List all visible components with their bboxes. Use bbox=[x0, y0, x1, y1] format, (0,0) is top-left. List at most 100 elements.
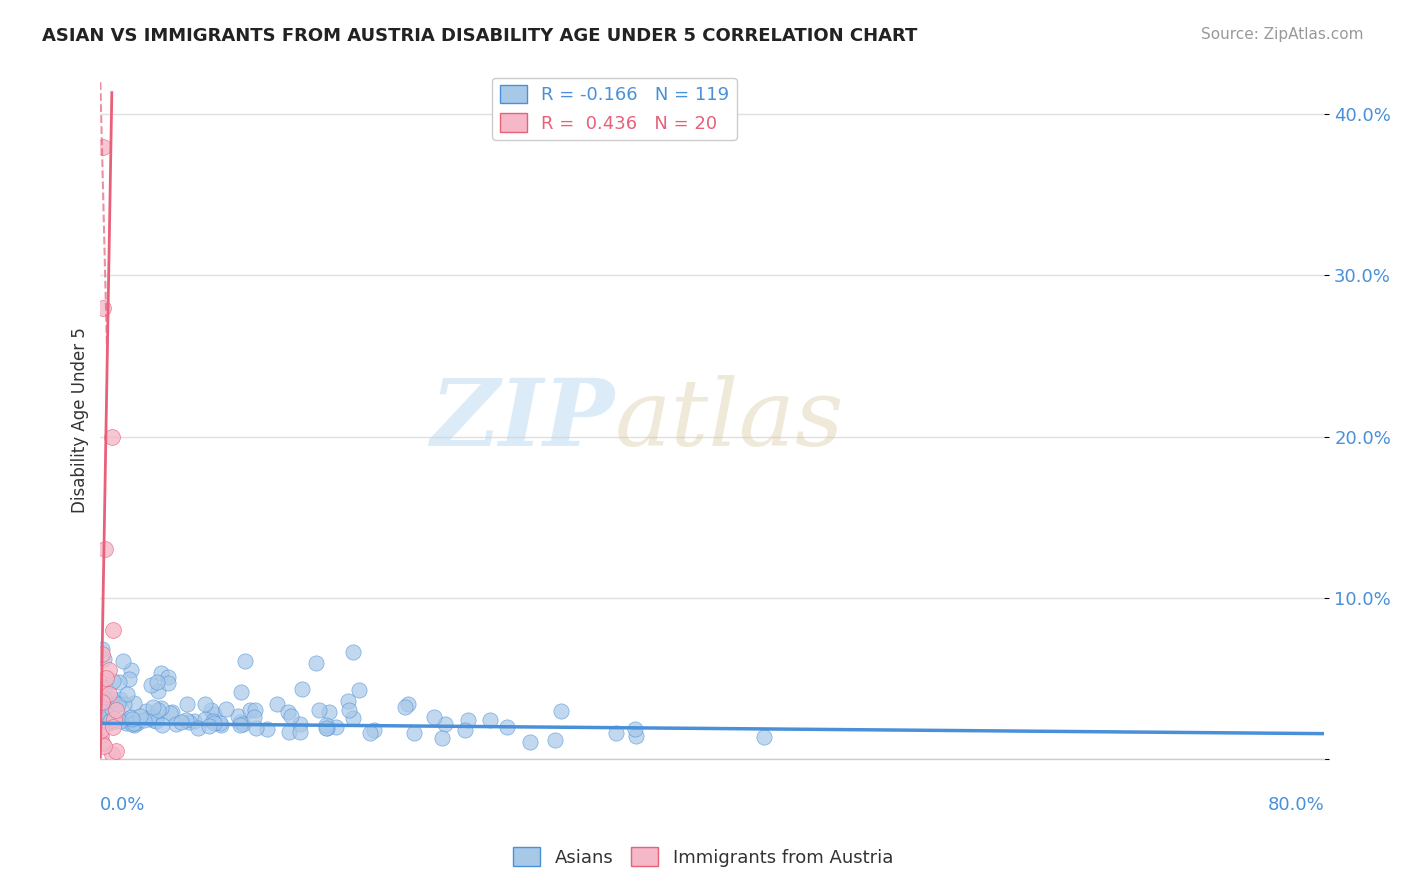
Point bbox=[457, 713, 479, 727]
Point bbox=[103, 712, 125, 726]
Point bbox=[104, 744, 127, 758]
Point bbox=[433, 717, 456, 731]
Point bbox=[105, 696, 128, 710]
Point bbox=[229, 717, 252, 731]
Point bbox=[479, 713, 502, 727]
Y-axis label: Disability Age Under 5: Disability Age Under 5 bbox=[72, 327, 89, 514]
Point bbox=[245, 721, 267, 735]
Point bbox=[107, 698, 129, 712]
Text: ZIP: ZIP bbox=[430, 376, 614, 466]
Point bbox=[280, 709, 302, 723]
Point bbox=[150, 717, 173, 731]
Point bbox=[110, 692, 132, 706]
Point bbox=[183, 714, 205, 728]
Point bbox=[142, 699, 165, 714]
Text: 0.0%: 0.0% bbox=[100, 796, 146, 814]
Point bbox=[229, 715, 252, 730]
Point bbox=[160, 705, 183, 719]
Point bbox=[423, 710, 446, 724]
Point bbox=[94, 681, 117, 695]
Point bbox=[243, 703, 266, 717]
Point bbox=[134, 713, 156, 727]
Point bbox=[454, 723, 477, 738]
Point bbox=[394, 700, 416, 714]
Point bbox=[94, 671, 117, 685]
Point bbox=[101, 747, 124, 761]
Point bbox=[176, 697, 198, 711]
Text: Source: ZipAtlas.com: Source: ZipAtlas.com bbox=[1201, 27, 1364, 42]
Text: ASIAN VS IMMIGRANTS FROM AUSTRIA DISABILITY AGE UNDER 5 CORRELATION CHART: ASIAN VS IMMIGRANTS FROM AUSTRIA DISABIL… bbox=[42, 27, 918, 45]
Point bbox=[101, 720, 124, 734]
Point bbox=[122, 716, 145, 731]
Point bbox=[315, 721, 337, 735]
Point bbox=[91, 736, 114, 750]
Point bbox=[108, 714, 131, 729]
Point bbox=[108, 675, 131, 690]
Point bbox=[363, 723, 385, 738]
Point bbox=[404, 726, 426, 740]
Point bbox=[118, 672, 141, 686]
Point bbox=[121, 717, 143, 731]
Point bbox=[232, 716, 254, 731]
Point bbox=[129, 708, 152, 723]
Point bbox=[115, 715, 138, 730]
Point bbox=[103, 714, 125, 728]
Point bbox=[550, 704, 572, 718]
Point bbox=[243, 710, 266, 724]
Point bbox=[165, 717, 187, 731]
Point bbox=[347, 683, 370, 698]
Point bbox=[605, 725, 627, 739]
Point bbox=[103, 623, 125, 637]
Point bbox=[98, 663, 121, 677]
Point bbox=[135, 704, 157, 718]
Text: 80.0%: 80.0% bbox=[1268, 796, 1324, 814]
Point bbox=[90, 723, 112, 737]
Point bbox=[94, 542, 117, 557]
Point bbox=[90, 728, 112, 742]
Point bbox=[91, 647, 114, 661]
Text: atlas: atlas bbox=[614, 376, 844, 466]
Point bbox=[215, 702, 238, 716]
Point bbox=[266, 697, 288, 711]
Point bbox=[200, 703, 222, 717]
Point bbox=[256, 722, 278, 736]
Point bbox=[544, 733, 567, 747]
Point bbox=[149, 701, 172, 715]
Point bbox=[315, 718, 337, 732]
Point bbox=[229, 684, 252, 698]
Point bbox=[125, 715, 148, 730]
Point bbox=[90, 642, 112, 657]
Point bbox=[233, 654, 256, 668]
Point bbox=[138, 711, 160, 725]
Point bbox=[121, 712, 143, 726]
Point bbox=[100, 714, 122, 728]
Point bbox=[98, 687, 121, 701]
Point bbox=[339, 702, 361, 716]
Point bbox=[239, 703, 262, 717]
Point bbox=[139, 678, 162, 692]
Point bbox=[342, 645, 364, 659]
Point bbox=[101, 692, 124, 706]
Point bbox=[93, 690, 115, 705]
Point bbox=[291, 681, 314, 696]
Point bbox=[226, 709, 249, 723]
Point bbox=[100, 712, 122, 726]
Point bbox=[202, 707, 225, 722]
Point bbox=[89, 679, 111, 693]
Point bbox=[91, 695, 114, 709]
Point bbox=[120, 663, 142, 677]
Point bbox=[290, 725, 312, 739]
Point bbox=[430, 731, 453, 745]
Point bbox=[101, 674, 124, 689]
Point bbox=[202, 716, 225, 731]
Point bbox=[277, 724, 299, 739]
Point bbox=[156, 670, 179, 684]
Point bbox=[342, 711, 364, 725]
Point bbox=[112, 697, 135, 711]
Point bbox=[93, 652, 115, 666]
Point bbox=[142, 714, 165, 728]
Point bbox=[187, 721, 209, 735]
Point bbox=[337, 694, 360, 708]
Point bbox=[752, 730, 775, 744]
Point bbox=[396, 697, 419, 711]
